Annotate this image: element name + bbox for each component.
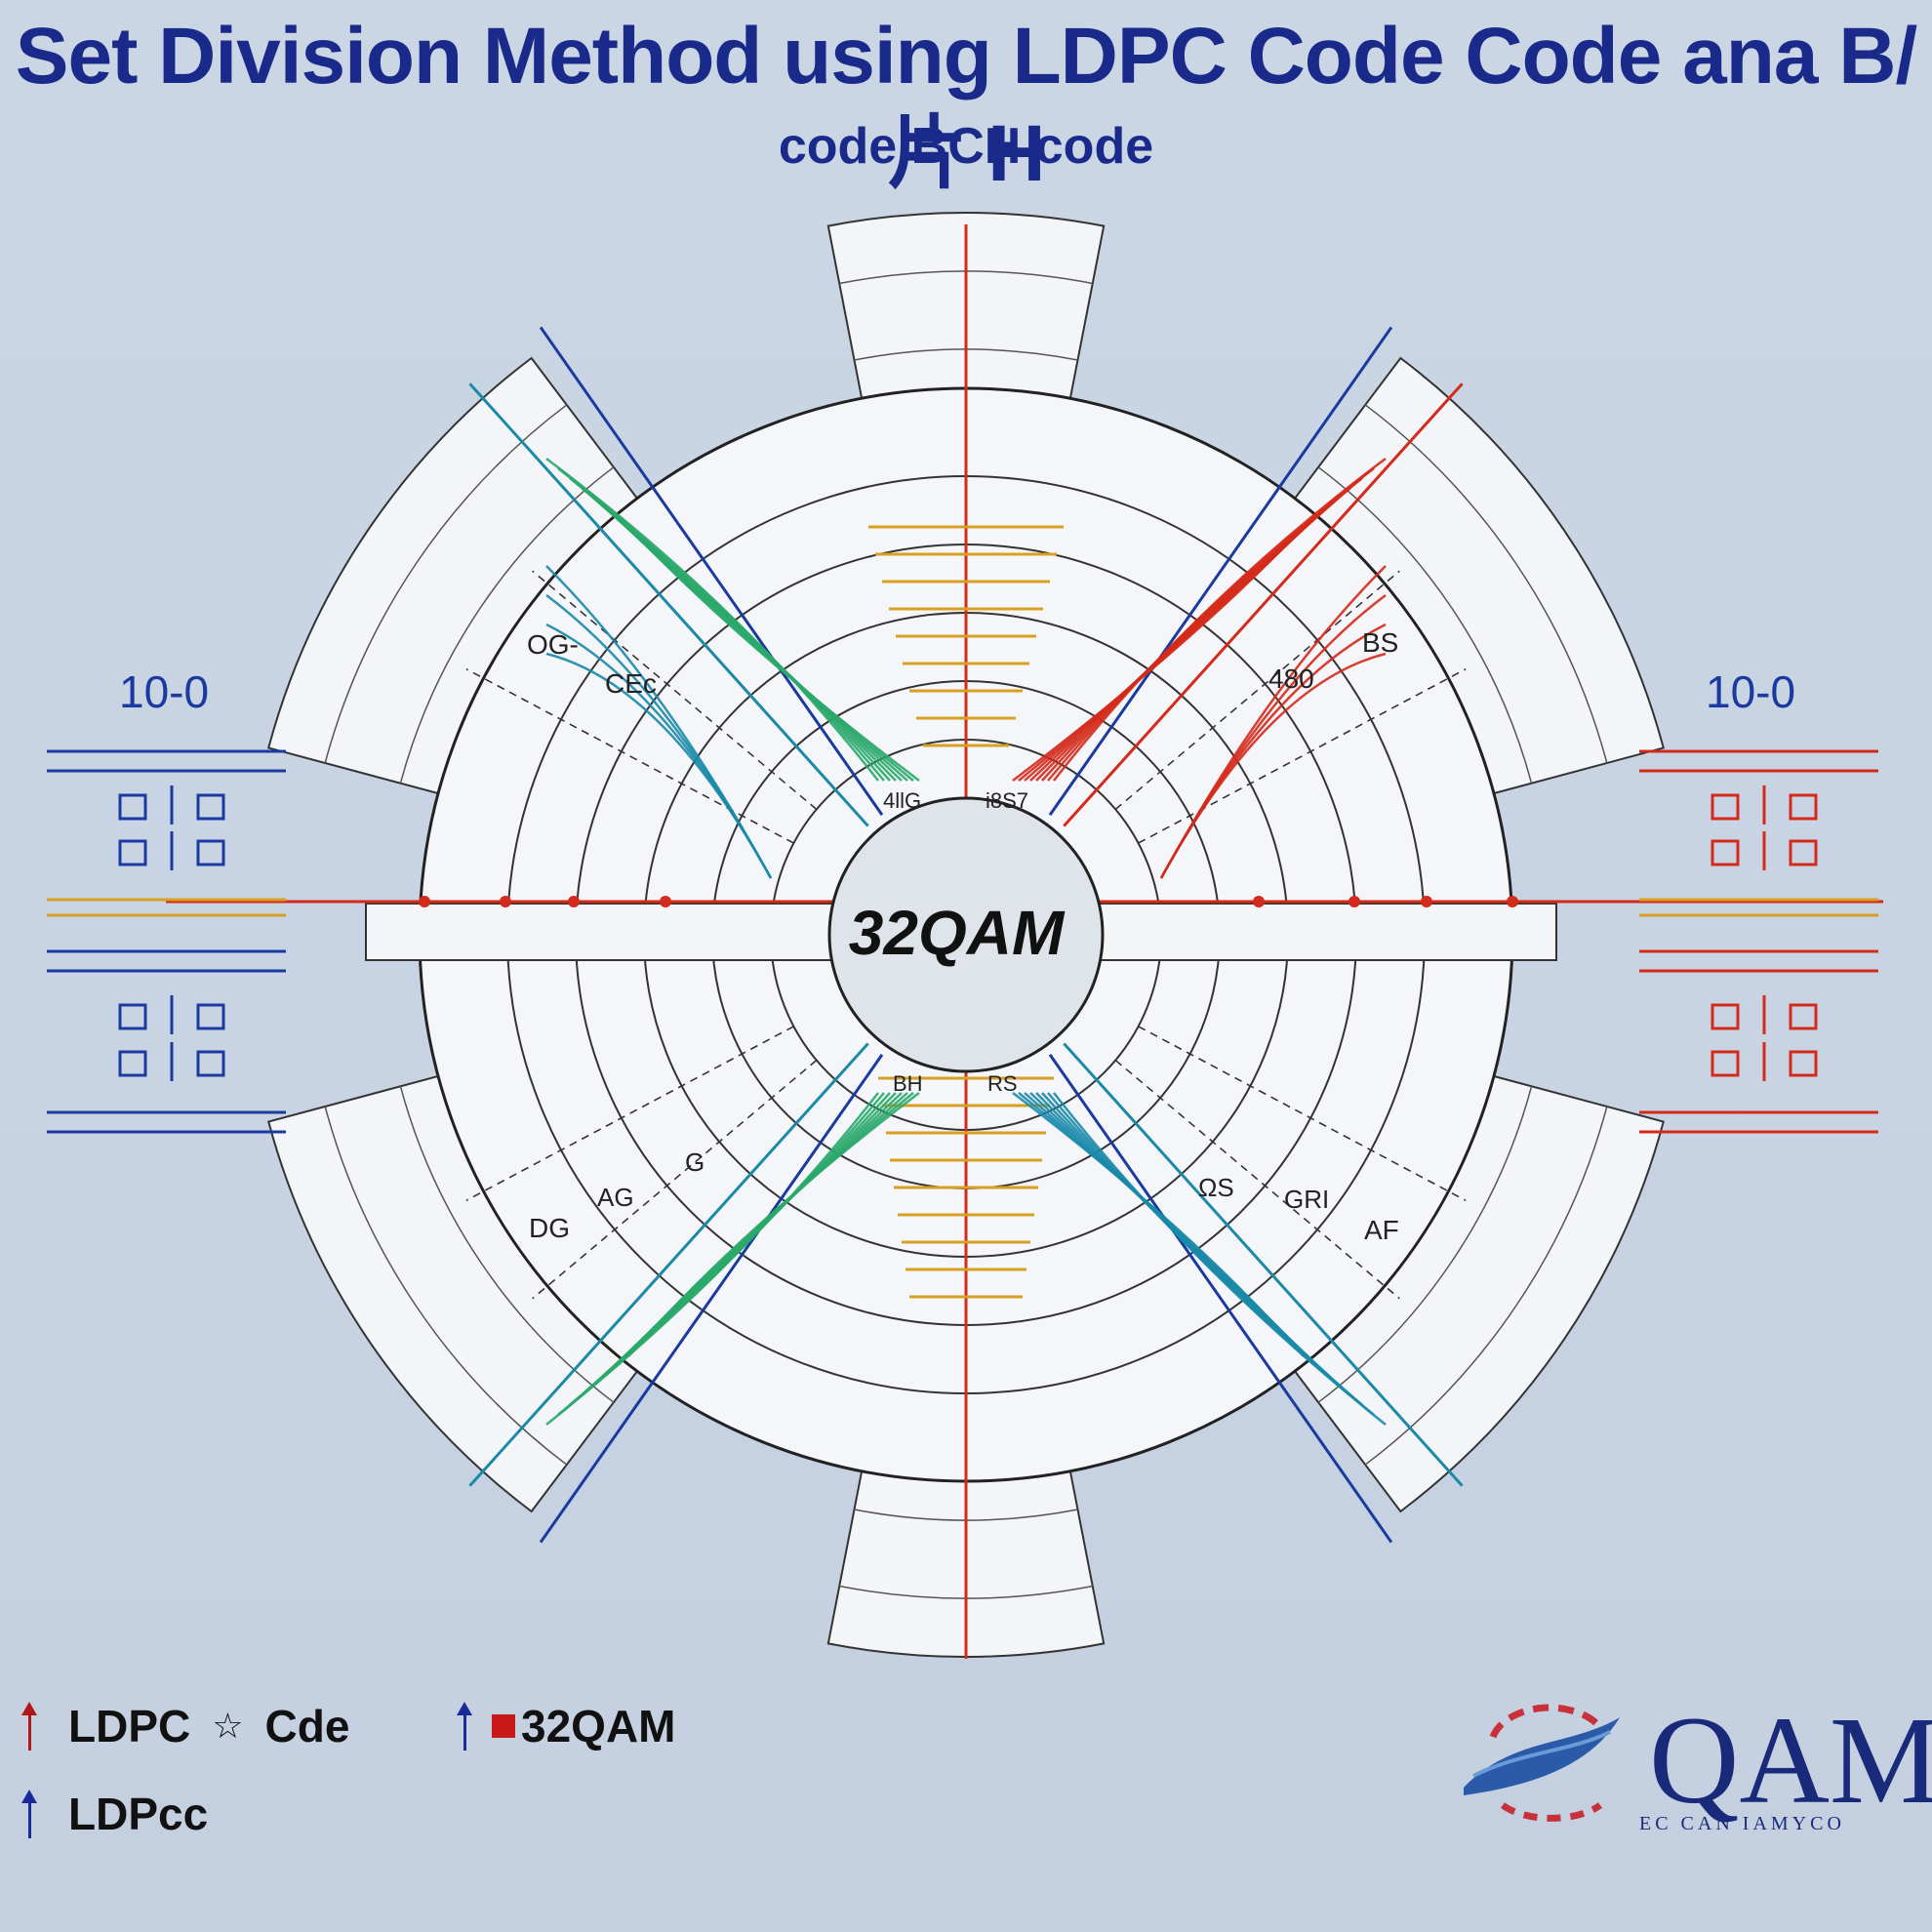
ring-label-upper-right-inner: 480 <box>1268 664 1314 694</box>
spoke-line <box>468 382 869 827</box>
fan-band-arc <box>1364 404 1608 764</box>
bit-square-icon <box>196 1050 225 1077</box>
spoke-line <box>1048 1054 1393 1544</box>
teal-mapping-curve <box>1012 1092 1305 1357</box>
ring-label-lower-right-outer: AF <box>1364 1215 1399 1245</box>
spoke-line <box>1063 382 1464 827</box>
dashed-radial-guide <box>1138 668 1467 844</box>
bit-square-icon <box>1789 1050 1818 1077</box>
legend-label-ldpc: LDPC <box>68 1701 191 1751</box>
axis-marker-dot <box>419 896 430 907</box>
logo-text: QAM <box>1649 1691 1932 1830</box>
bit-square-icon <box>1789 839 1818 866</box>
up-arrow-icon <box>455 1702 474 1751</box>
red-mapping-curve <box>1159 652 1387 879</box>
fan-band-arc <box>324 404 568 764</box>
bit-square-icon <box>1789 793 1818 821</box>
dashed-radial-guide <box>465 1026 794 1201</box>
legend-label-32qam: 32QAM <box>521 1701 676 1751</box>
logo-subtext: EC CAN IAMYCO <box>1639 1813 1845 1834</box>
spoke-line <box>1048 326 1393 816</box>
ring-label-lower-left-mid: AG <box>597 1183 634 1212</box>
ring-label-lower-left-inner: G <box>685 1147 704 1177</box>
mapping-lines <box>468 224 1464 1659</box>
ring-label-inner-top-right: i8S7 <box>986 788 1028 813</box>
axis-marker-dot <box>1253 896 1265 907</box>
spoke-line <box>539 1054 884 1544</box>
right-side-bit-panel <box>1639 749 1878 1134</box>
ring-label-inner-top-left: 4llG <box>883 788 921 813</box>
legend-item-ldpcc: LDPcc <box>20 1788 208 1840</box>
legend-item-32qam: 32QAM <box>455 1700 675 1752</box>
red-mapping-curve <box>1012 526 1305 782</box>
dashed-radial-guide <box>465 668 794 844</box>
dashed-radial-guide <box>1138 1026 1467 1201</box>
bit-square-icon <box>118 1003 147 1030</box>
up-arrow-icon <box>20 1790 39 1838</box>
ring-label-inner-bottom-left: BH <box>893 1071 923 1096</box>
bit-square-icon <box>196 839 225 866</box>
up-arrow-icon <box>20 1702 39 1751</box>
ring-label-upper-left-inner: CEc <box>605 668 657 699</box>
axis-marker-dot <box>1348 896 1360 907</box>
ring-label-upper-right-outer: BS <box>1362 627 1398 658</box>
dashed-radial-guide <box>1114 570 1400 811</box>
bit-square-icon <box>1711 1050 1740 1077</box>
fan-band-arc <box>324 1106 568 1466</box>
legend-label-cde: Cde <box>264 1701 350 1751</box>
bit-square-icon <box>1711 793 1740 821</box>
bit-square-icon <box>118 839 147 866</box>
axis-marker-dot <box>568 896 580 907</box>
ring-label-lower-right-mid: GRI <box>1284 1185 1329 1214</box>
bit-square-icon <box>118 793 147 821</box>
bit-square-icon <box>196 793 225 821</box>
left-side-bit-panel <box>47 749 286 1134</box>
bit-square-icon <box>1711 1003 1740 1030</box>
green-mapping-curve <box>627 526 920 782</box>
left-side-label: 10-0 <box>119 666 210 717</box>
ring-label-inner-bottom-right: RS <box>987 1071 1018 1096</box>
teal-mapping-curve <box>545 652 773 879</box>
ring-label-lower-right-inner: ΩS <box>1198 1173 1234 1202</box>
spoke-line <box>539 326 884 816</box>
right-side-label: 10-0 <box>1706 666 1796 717</box>
axis-marker-dot <box>500 896 511 907</box>
center-hub <box>827 796 1105 1073</box>
bit-square-icon <box>118 1050 147 1077</box>
dashed-radial-guide <box>1114 1059 1400 1300</box>
ring-label-upper-left-outer: OG- <box>527 629 579 660</box>
legend-item-ldpc-code: LDPC ☆ Cde <box>20 1700 349 1752</box>
axis-marker-dot <box>660 896 671 907</box>
red-square-icon <box>492 1714 515 1738</box>
axis-marker-dot <box>1507 896 1518 907</box>
star-icon: ☆ <box>212 1706 244 1746</box>
bit-square-icon <box>1789 1003 1818 1030</box>
diagram-subtitle: code BCH code <box>778 118 1154 175</box>
spoke-line <box>468 1042 869 1487</box>
fan-band-arc <box>1364 1106 1608 1466</box>
bit-square-icon <box>1711 839 1740 866</box>
wave-logo-icon <box>1464 1704 1620 1822</box>
diagram-title: Set Division Method using LDPC Code Code… <box>15 12 1917 198</box>
legend-label-ldpcc: LDPcc <box>68 1789 209 1839</box>
green-mapping-curve <box>627 1092 920 1357</box>
bit-square-icon <box>196 1003 225 1030</box>
spoke-line <box>1063 1042 1464 1487</box>
axis-marker-dot <box>1421 896 1432 907</box>
center-label: 32QAM <box>849 898 1066 968</box>
dashed-radial-guide <box>532 570 818 811</box>
dashed-radial-guide <box>532 1059 818 1300</box>
ring-label-lower-left-outer: DG <box>529 1213 570 1243</box>
qam-logo: QAM EC CAN IAMYCO <box>1454 1692 1932 1834</box>
